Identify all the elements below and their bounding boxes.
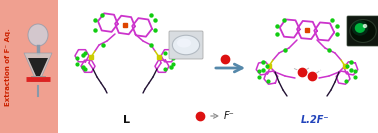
Ellipse shape [177,38,191,48]
Ellipse shape [172,35,200,55]
Text: L.2F⁻: L.2F⁻ [301,115,329,125]
Text: L: L [124,115,130,125]
FancyBboxPatch shape [0,0,58,133]
Polygon shape [24,53,52,78]
Ellipse shape [28,24,48,46]
Text: F⁻: F⁻ [224,111,235,121]
Ellipse shape [352,20,368,36]
Ellipse shape [355,23,365,33]
Polygon shape [28,58,48,76]
FancyBboxPatch shape [169,31,203,59]
FancyBboxPatch shape [31,76,45,81]
FancyBboxPatch shape [347,16,378,46]
Ellipse shape [350,20,376,42]
Text: Extraction of F⁻ Aq.: Extraction of F⁻ Aq. [5,28,11,106]
Ellipse shape [363,24,367,28]
